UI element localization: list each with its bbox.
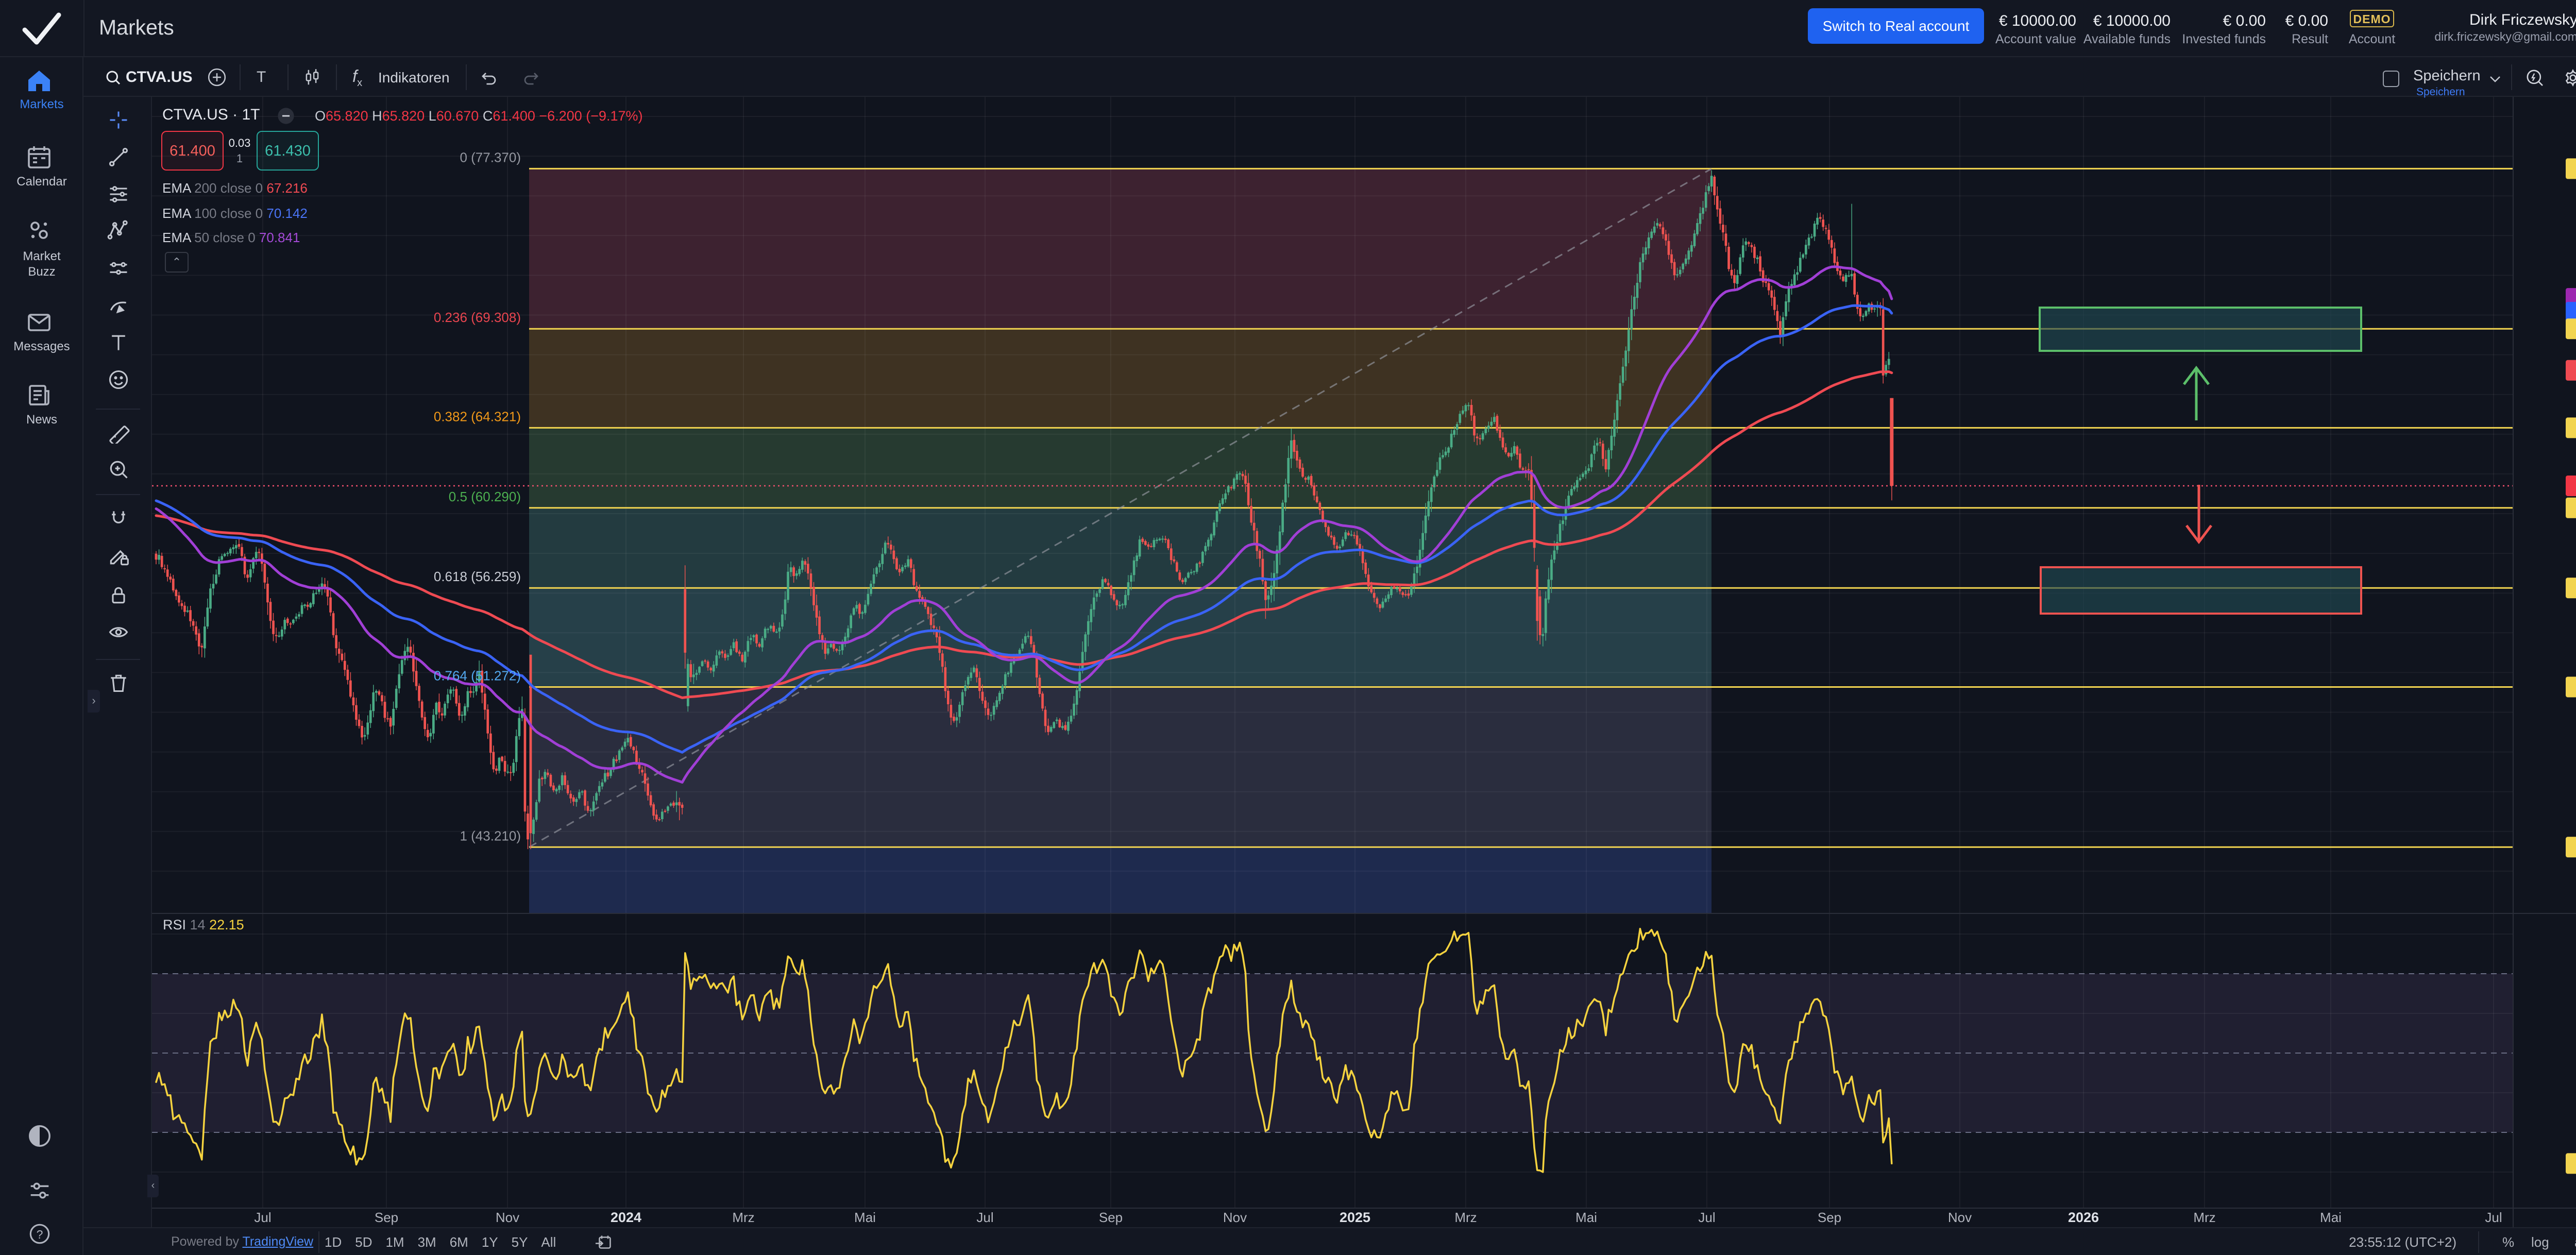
svg-text:Sep: Sep <box>375 1210 398 1225</box>
svg-text:2026: 2026 <box>2068 1210 2099 1225</box>
svg-text:Mai: Mai <box>1575 1210 1597 1225</box>
svg-text:Nov: Nov <box>1223 1210 1247 1225</box>
svg-text:Mai: Mai <box>854 1210 876 1225</box>
svg-text:0.236 (69.308): 0.236 (69.308) <box>434 310 521 325</box>
svg-text:Nov: Nov <box>1948 1210 1972 1225</box>
svg-text:0.382 (64.321): 0.382 (64.321) <box>434 409 521 424</box>
svg-text:1 (43.210): 1 (43.210) <box>460 828 521 843</box>
svg-text:Mai: Mai <box>2320 1210 2342 1225</box>
svg-text:Mrz: Mrz <box>732 1210 754 1225</box>
svg-text:Jul: Jul <box>2485 1210 2502 1225</box>
svg-text:0.5 (60.290): 0.5 (60.290) <box>449 489 521 504</box>
svg-text:Mrz: Mrz <box>1454 1210 1477 1225</box>
svg-text:Mrz: Mrz <box>2193 1210 2215 1225</box>
svg-text:Jul: Jul <box>254 1210 271 1225</box>
svg-text:Jul: Jul <box>1698 1210 1715 1225</box>
svg-text:Sep: Sep <box>1099 1210 1123 1225</box>
svg-text:Nov: Nov <box>496 1210 519 1225</box>
svg-text:?: ? <box>37 1228 43 1241</box>
svg-text:2025: 2025 <box>1340 1210 1370 1225</box>
svg-text:0.618 (56.259): 0.618 (56.259) <box>434 569 521 584</box>
svg-text:2024: 2024 <box>611 1210 641 1225</box>
svg-text:0.764 (51.272): 0.764 (51.272) <box>434 668 521 684</box>
svg-text:Jul: Jul <box>976 1210 993 1225</box>
svg-text:0 (77.370): 0 (77.370) <box>460 149 521 165</box>
svg-text:Sep: Sep <box>1818 1210 1841 1225</box>
